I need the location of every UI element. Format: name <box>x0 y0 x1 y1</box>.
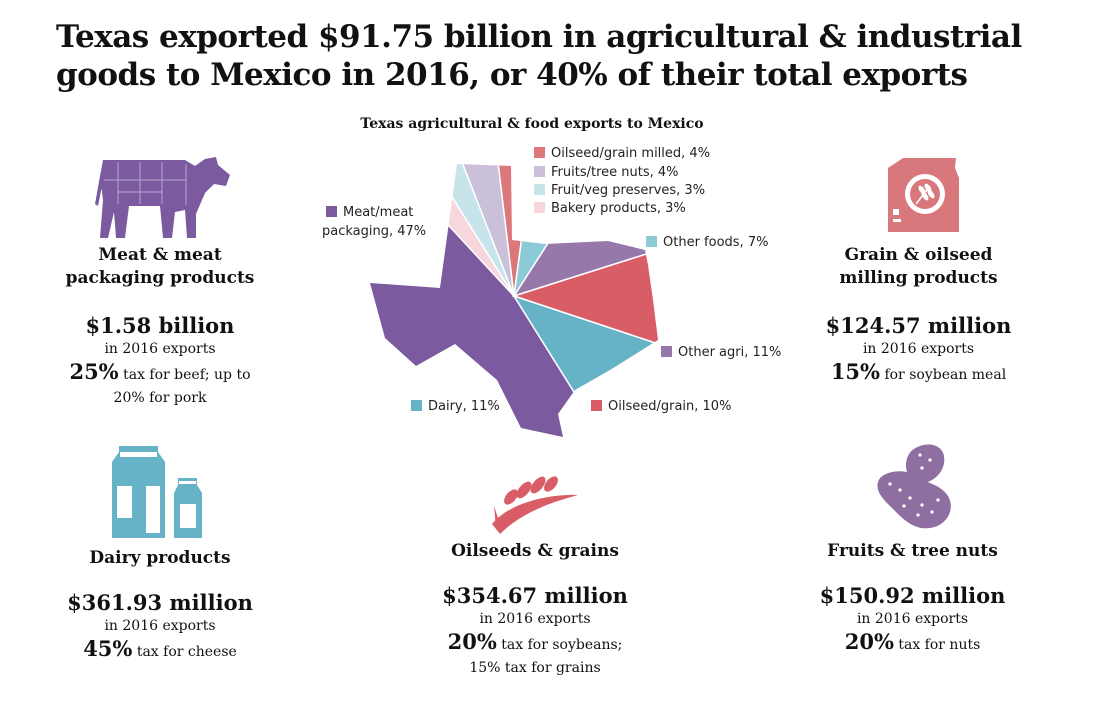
legend-swatch <box>411 400 422 411</box>
fruits-tax: 20% tax for nuts <box>800 629 1025 658</box>
fruits-tax-pct: 20% <box>844 629 894 654</box>
cow-icon <box>95 157 230 238</box>
grain-sub: in 2016 exports <box>862 341 975 357</box>
oilseeds-tax-pct: 20% <box>447 629 497 654</box>
legend-swatch <box>646 236 657 247</box>
legend-label-oilseed-grain: Oilseed/grain, 10% <box>608 399 731 414</box>
grain-tax-text: for soybean meal <box>880 367 1007 383</box>
milk-bottles-icon <box>112 446 202 538</box>
meat-tax: 25% tax for beef; up to <box>50 359 270 388</box>
grain-tax-pct: 15% <box>830 359 880 384</box>
oilseeds-sub: in 2016 exports <box>479 611 591 627</box>
meat-sub: in 2016 exports <box>104 341 216 357</box>
pie-slice-fruits-tree-nuts <box>370 164 515 297</box>
legend-label-fruit-veg-preserves: Fruit/veg preserves, 3% <box>551 183 705 198</box>
legend-fruit-veg-preserves: Fruit/veg preserves, 3% <box>534 183 705 198</box>
legend-swatch <box>534 202 545 213</box>
fruits-heading: Fruits & tree nuts <box>827 541 998 561</box>
grain-heading-line1: Grain & oilseed <box>844 245 993 265</box>
oilseeds-amount: $354.67 million <box>442 583 628 608</box>
legend-oilseed-grain-milled: Oilseed/grain milled, 4% <box>534 146 710 161</box>
legend-swatch <box>591 400 602 411</box>
legend-swatch <box>661 346 672 357</box>
dairy-amount: $361.93 million <box>67 590 253 615</box>
legend-label-other-agri: Other agri, 11% <box>678 345 781 360</box>
meat-block: Meat & meat packaging products $1.58 bil… <box>50 244 270 408</box>
legend-dairy: Dairy, 11% <box>411 399 500 414</box>
oilseeds-extra: 15% tax for grains <box>469 660 601 676</box>
chart-title: Texas agricultural & food exports to Mex… <box>360 116 704 132</box>
oilseeds-heading: Oilseeds & grains <box>451 541 619 561</box>
fruits-amount: $150.92 million <box>819 583 1006 608</box>
fruits-sub: in 2016 exports <box>856 611 969 627</box>
title-line-1: Texas exported $91.75 billion in agricul… <box>56 19 1022 55</box>
dairy-sub: in 2016 exports <box>104 618 216 634</box>
legend-label-meat-line1: Meat/meat <box>343 205 413 220</box>
meat-amount: $1.58 billion <box>85 313 235 338</box>
grain-amount: $124.57 million <box>825 313 1012 338</box>
legend-swatch <box>326 206 337 217</box>
oilseeds-tax: 20% tax for soybeans; <box>420 629 650 658</box>
title-line-2: goods to Mexico in 2016, or 40% of their… <box>56 57 968 93</box>
legend-label-oilseed-grain-milled: Oilseed/grain milled, 4% <box>551 146 710 161</box>
legend-swatch <box>534 184 545 195</box>
legend-oilseed-grain: Oilseed/grain, 10% <box>591 399 731 414</box>
legend-swatch <box>534 147 545 158</box>
dairy-tax-pct: 45% <box>83 636 133 661</box>
peanuts-icon <box>877 444 951 529</box>
oilseeds-tax-text: tax for soybeans; <box>496 637 623 653</box>
meat-heading-line2: packaging products <box>65 268 255 288</box>
oilseeds-block: Oilseeds & grains $354.67 million in 201… <box>420 540 650 678</box>
wheat-grains-icon <box>492 476 578 534</box>
meat-tax-text: tax for beef; up to <box>118 367 251 383</box>
pie-slice-fruit-veg-preserves <box>370 164 515 297</box>
legend-label-meat-line2: packaging, 47% <box>322 224 426 239</box>
legend-meat: Meat/meat packaging, 47% <box>322 205 426 239</box>
legend-label-other-foods: Other foods, 7% <box>663 235 768 250</box>
legend-swatch <box>534 166 545 177</box>
dairy-heading: Dairy products <box>89 548 231 568</box>
legend-label-dairy: Dairy, 11% <box>428 399 500 414</box>
pie-slice-meat-meat-packaging <box>370 164 658 437</box>
legend-label-fruits-tree-nuts: Fruits/tree nuts, 4% <box>551 165 679 180</box>
meat-tax-pct: 25% <box>69 359 119 384</box>
dairy-tax-text: tax for cheese <box>132 644 237 660</box>
grain-heading-line2: milling products <box>839 268 998 288</box>
dairy-block: Dairy products $361.93 million in 2016 e… <box>50 547 270 665</box>
flour-sack-icon <box>888 158 959 232</box>
legend-label-bakery-products: Bakery products, 3% <box>551 201 686 216</box>
legend-other-foods: Other foods, 7% <box>646 235 768 250</box>
fruits-tax-text: tax for nuts <box>893 637 981 653</box>
dairy-tax: 45% tax for cheese <box>50 636 270 665</box>
meat-heading-line1: Meat & meat <box>98 245 222 265</box>
fruits-block: Fruits & tree nuts $150.92 million in 20… <box>800 540 1025 658</box>
legend-other-agri: Other agri, 11% <box>661 345 781 360</box>
pie-slice-bakery-products <box>370 164 515 297</box>
grain-block: Grain & oilseed milling products $124.57… <box>806 244 1031 388</box>
legend-fruits-tree-nuts: Fruits/tree nuts, 4% <box>534 165 679 180</box>
meat-extra: 20% for pork <box>113 390 207 406</box>
legend-bakery-products: Bakery products, 3% <box>534 201 686 216</box>
page-title: Texas exported $91.75 billion in agricul… <box>56 18 1076 94</box>
grain-tax: 15% for soybean meal <box>806 359 1031 388</box>
